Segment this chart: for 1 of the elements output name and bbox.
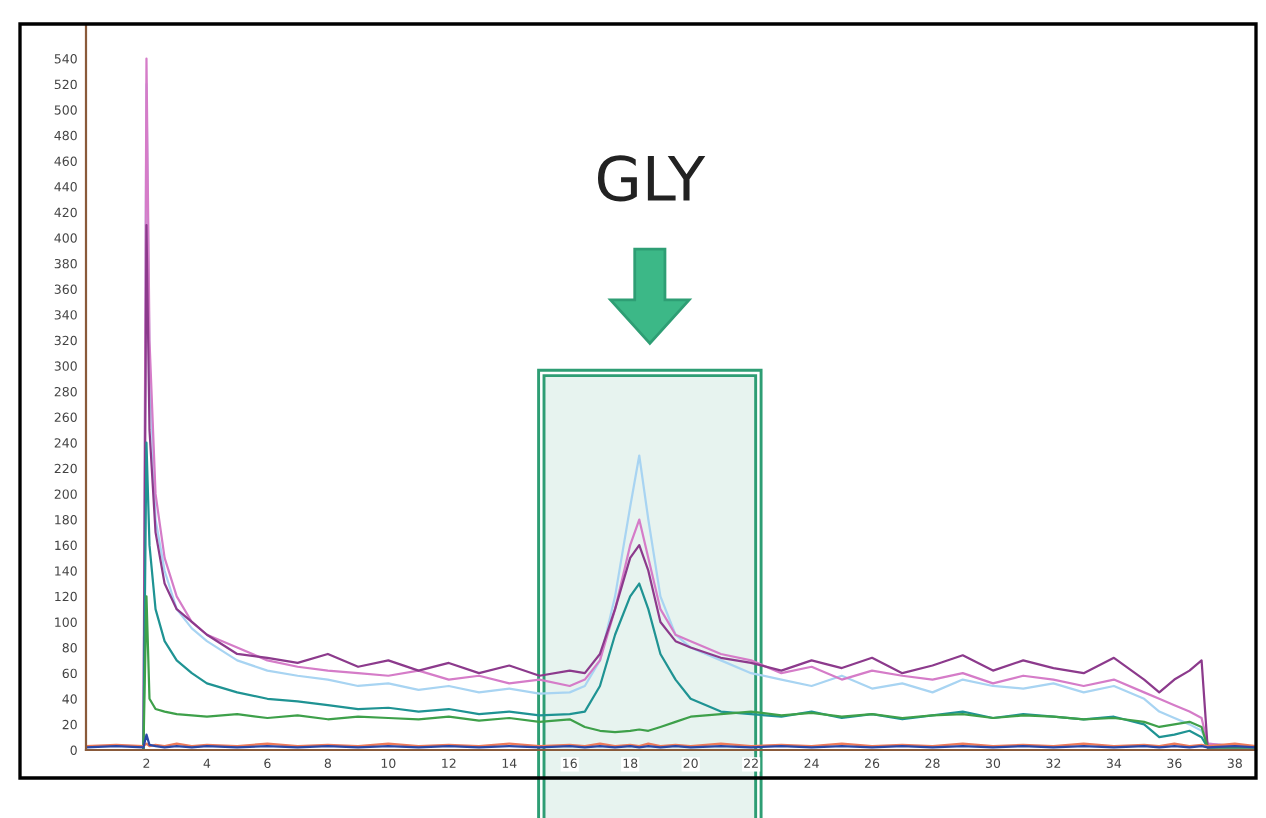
band-label: GLY — [597, 155, 706, 202]
